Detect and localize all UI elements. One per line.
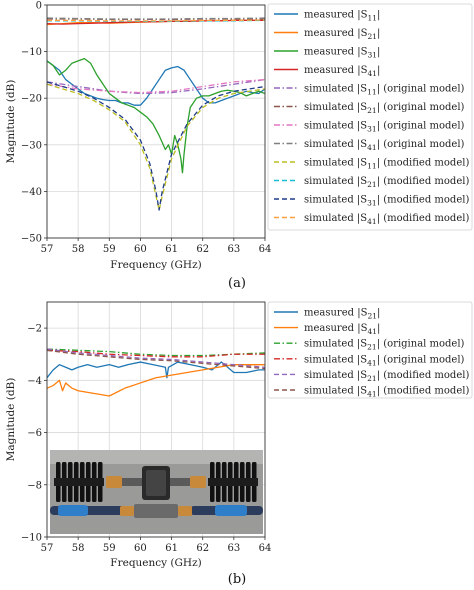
series-line-8 xyxy=(47,17,265,20)
series-line-3 xyxy=(47,348,265,357)
panel-b-axes-frame xyxy=(46,301,266,538)
y-tick-label: −20 xyxy=(21,94,42,105)
panel-b: 57 58 59 60 61 62 63 64 −10 −8 −6 −4 −2 Frequency (… xyxy=(5,301,473,587)
panel-b-caption: (b) xyxy=(228,572,246,587)
legend-box xyxy=(267,3,473,231)
legend-entry: measured |S41| xyxy=(304,65,380,78)
panel-a-y-ticks: −50 −40 −30 −20 −10 0 xyxy=(21,1,47,245)
legend-entry: simulated |S21| (original model) xyxy=(304,339,465,352)
series-line-1 xyxy=(47,60,265,106)
panel-a-y-axis-label: Magnitude (dB) xyxy=(5,80,17,164)
panel-a-caption: (a) xyxy=(228,276,246,291)
x-tick-label: 60 xyxy=(134,543,147,554)
y-tick-label: −10 xyxy=(21,47,42,58)
panel-a-x-axis-label: Frequency (GHz) xyxy=(110,259,201,271)
x-tick-label: 61 xyxy=(165,543,178,554)
panel-b-y-axis-label: Magnitude (dB) xyxy=(5,378,17,462)
legend-entry: measured |S11| xyxy=(304,10,380,23)
panel-a-legend: measured |S11| measured |S21| measured |S3… xyxy=(267,3,473,231)
x-tick-label: 60 xyxy=(134,244,147,255)
y-tick-label: −30 xyxy=(21,140,42,151)
legend-entry: measured |S41| xyxy=(304,323,380,336)
panel-a-x-ticks: 57 58 59 60 61 62 63 64 xyxy=(41,238,272,255)
series-line-3 xyxy=(47,57,265,174)
series-line-11 xyxy=(47,81,265,211)
panel-b-y-ticks: −10 −8 −6 −4 −2 xyxy=(21,324,47,544)
x-tick-label: 57 xyxy=(41,543,54,554)
legend-entry: simulated |S11| (modified model) xyxy=(304,158,469,171)
panel-a: 57 58 59 60 61 62 63 64 −50 −40 −30 −20 −10 0 Freque… xyxy=(5,1,473,291)
legend-entry: simulated |S11| (original model) xyxy=(304,84,465,97)
x-tick-label: 64 xyxy=(259,543,272,554)
panel-b-x-axis-label: Frequency (GHz) xyxy=(110,557,201,569)
legend-entry: simulated |S31| (original model) xyxy=(304,121,465,134)
y-tick-label: −50 xyxy=(21,234,42,245)
x-tick-label: 64 xyxy=(259,244,272,255)
y-tick-label: −40 xyxy=(21,187,42,198)
legend-entry: simulated |S41| (original model) xyxy=(304,354,465,367)
x-tick-label: 62 xyxy=(196,543,209,554)
x-tick-label: 58 xyxy=(72,543,85,554)
legend-entry: simulated |S41| (original model) xyxy=(304,139,465,152)
x-tick-label: 62 xyxy=(196,244,209,255)
x-tick-label: 59 xyxy=(103,244,116,255)
legend-entry: simulated |S41| (modified model) xyxy=(304,386,469,399)
legend-box xyxy=(267,301,473,399)
panel-a-grid xyxy=(46,4,266,239)
x-tick-label: 61 xyxy=(165,244,178,255)
series-line-12 xyxy=(47,19,265,22)
series-line-6 xyxy=(47,349,265,370)
y-tick-label: −6 xyxy=(27,428,42,439)
y-tick-label: −4 xyxy=(27,376,42,387)
legend-entry: measured |S21| xyxy=(304,28,380,41)
series-line-2 xyxy=(47,364,265,397)
legend-entry: simulated |S21| (modified model) xyxy=(304,176,469,189)
series-line-1 xyxy=(47,361,265,379)
panel-a-series xyxy=(47,17,265,211)
legend-entry: measured |S21| xyxy=(304,308,380,321)
y-tick-label: −10 xyxy=(21,533,42,544)
legend-entry: simulated |S21| (modified model) xyxy=(304,370,469,383)
y-tick-label: 0 xyxy=(36,1,42,12)
series-line-5 xyxy=(47,348,265,368)
x-tick-label: 58 xyxy=(72,244,85,255)
x-tick-label: 63 xyxy=(227,244,240,255)
series-line-4 xyxy=(47,349,265,358)
y-tick-label: −8 xyxy=(27,480,42,491)
panel-b-legend: measured |S21| measured |S41| simulated |S… xyxy=(267,301,473,399)
series-line-5 xyxy=(47,78,265,95)
x-tick-label: 57 xyxy=(41,244,54,255)
series-line-7 xyxy=(47,78,265,94)
panel-b-series xyxy=(47,348,265,397)
panel-a-axes-frame xyxy=(46,4,266,239)
panel-b-x-ticks: 57 58 59 60 61 62 63 64 xyxy=(41,537,272,554)
y-tick-label: −2 xyxy=(27,324,42,335)
legend-entry: simulated |S41| (modified model) xyxy=(304,213,469,226)
panel-b-inset-photo xyxy=(50,450,263,534)
x-tick-label: 63 xyxy=(227,543,240,554)
legend-entry: measured |S31| xyxy=(304,47,380,60)
legend-entry: simulated |S31| (modified model) xyxy=(304,195,469,208)
x-tick-label: 59 xyxy=(103,543,116,554)
series-line-4 xyxy=(47,19,265,25)
legend-entry: simulated |S21| (original model) xyxy=(304,102,465,115)
